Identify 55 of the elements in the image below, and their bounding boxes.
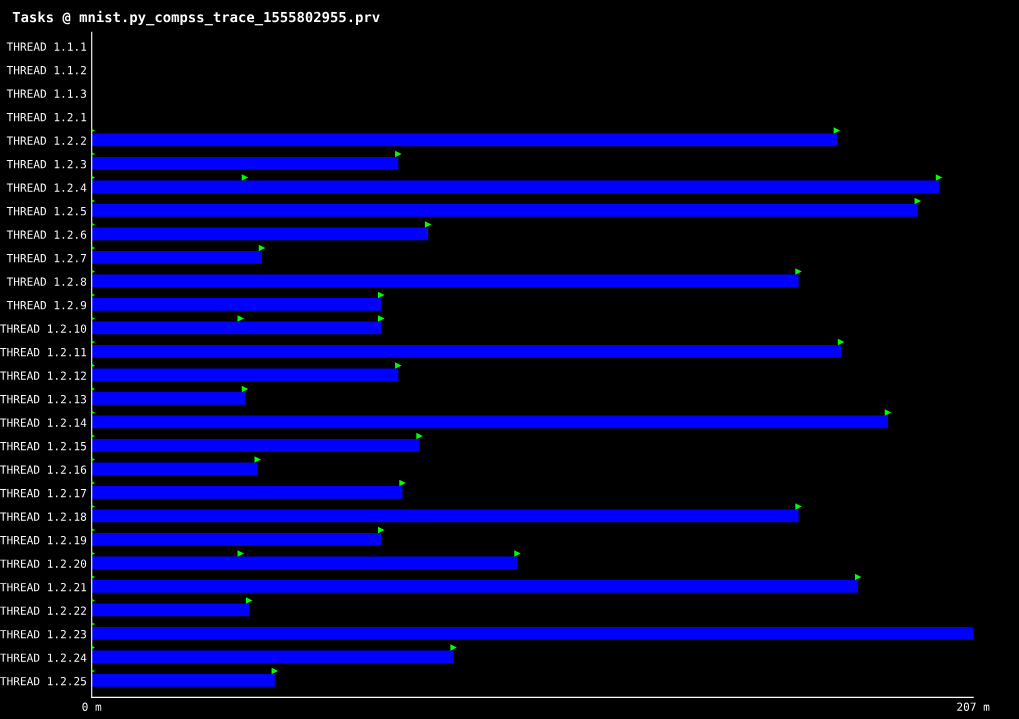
y-tick-label: THREAD 1.2.22 [0, 606, 86, 615]
bar [91, 344, 842, 358]
y-tick-label: THREAD 1.1.1 [6, 42, 87, 51]
bar [91, 156, 399, 170]
y-tick-label: THREAD 1.2.23 [0, 629, 87, 639]
bar [91, 438, 420, 452]
x-tick-label: 0 m [82, 702, 102, 711]
bar [91, 180, 940, 194]
y-tick-label: THREAD 1.2.25 [0, 676, 86, 686]
y-tick-label: THREAD 1.2.17 [0, 488, 87, 498]
y-tick-label: THREAD 1.2.13 [0, 394, 87, 404]
y-tick-label: THREAD 1.2.15 [0, 441, 86, 451]
bar [91, 626, 974, 640]
chart-title: Tasks @ mnist.py_compss_trace_1555802955.prv [12, 10, 380, 26]
y-tick-label: THREAD 1.1.2 [6, 65, 86, 75]
bar [91, 321, 382, 335]
bar [91, 462, 258, 476]
y-tick-label: THREAD 1.2.1 [6, 112, 87, 122]
y-tick-label: THREAD 1.2.12 [0, 371, 86, 380]
bar [91, 556, 518, 570]
bar [91, 579, 859, 593]
bar [91, 227, 429, 241]
bar [91, 391, 245, 405]
y-tick-label: THREAD 1.2.11 [0, 347, 87, 357]
y-tick-label: THREAD 1.1.3 [6, 89, 87, 98]
y-tick-label: THREAD 1.2.16 [0, 465, 87, 474]
bar [91, 368, 399, 382]
y-tick-label: THREAD 1.2.3 [6, 159, 87, 169]
bar [91, 203, 918, 217]
bar [91, 274, 799, 288]
bar [91, 673, 275, 687]
bar [91, 509, 799, 523]
bar [91, 297, 382, 311]
bar [91, 650, 454, 664]
y-tick-label: THREAD 1.2.20 [0, 559, 87, 568]
bar [91, 415, 888, 429]
x-tick-label: 207 m [957, 702, 990, 711]
bar [91, 532, 382, 546]
y-tick-label: THREAD 1.2.9 [6, 300, 87, 310]
y-tick-label: THREAD 1.2.18 [0, 512, 87, 521]
y-tick-label: THREAD 1.2.5 [6, 206, 86, 216]
y-tick-label: THREAD 1.2.6 [6, 230, 87, 239]
y-tick-label: THREAD 1.2.19 [0, 535, 87, 545]
y-tick-label: THREAD 1.2.4 [6, 183, 87, 192]
y-tick-label: THREAD 1.2.10 [0, 324, 87, 333]
bar [91, 133, 837, 147]
bar [91, 485, 403, 499]
y-tick-label: THREAD 1.2.14 [0, 418, 87, 427]
y-tick-label: THREAD 1.2.8 [6, 277, 87, 286]
bar [91, 603, 250, 617]
y-tick-label: THREAD 1.2.24 [0, 653, 87, 662]
y-tick-label: THREAD 1.2.7 [6, 253, 87, 263]
bar [91, 250, 263, 264]
y-tick-label: THREAD 1.2.21 [0, 582, 87, 592]
y-tick-label: THREAD 1.2.2 [6, 136, 86, 145]
